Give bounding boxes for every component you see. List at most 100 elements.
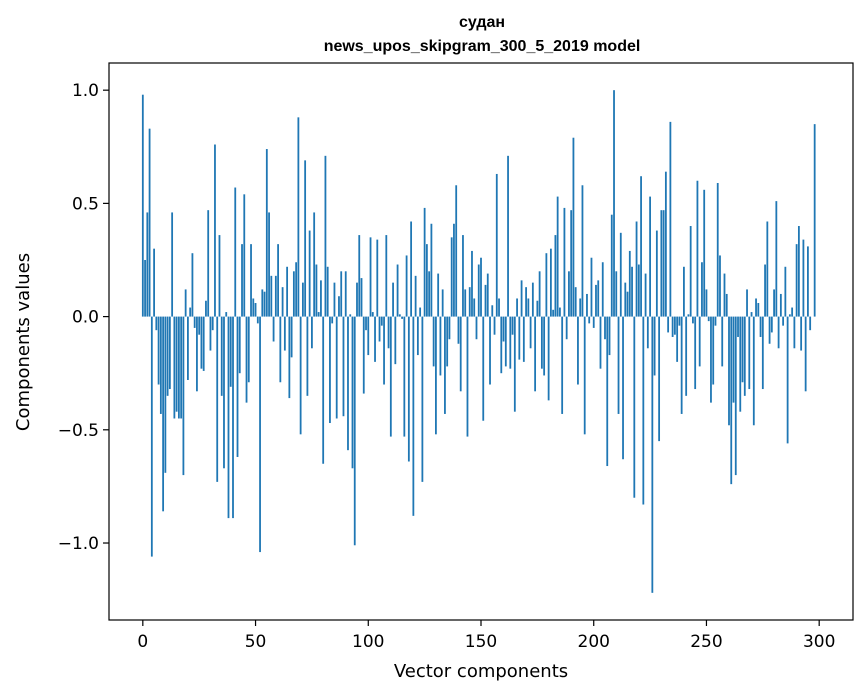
- bar-2: [146, 212, 149, 317]
- bar-170: [525, 287, 527, 317]
- bars-group: [141, 90, 816, 593]
- bar-214: [624, 282, 627, 317]
- bar-76: [313, 212, 316, 317]
- bar-71: [301, 282, 304, 317]
- bar-258: [723, 273, 726, 317]
- bar-26: [200, 316, 203, 369]
- bar-269: [748, 316, 751, 390]
- bar-292: [800, 316, 803, 351]
- bar-235: [671, 316, 674, 337]
- bar-150: [480, 257, 482, 317]
- bar-21: [189, 307, 192, 317]
- bar-271: [752, 316, 755, 426]
- bar-64: [286, 266, 289, 317]
- bar-218: [633, 316, 636, 498]
- bar-158: [498, 298, 500, 317]
- bar-275: [761, 316, 764, 390]
- bar-25: [198, 316, 201, 335]
- bar-199: [590, 257, 593, 317]
- bar-77: [315, 264, 318, 317]
- bar-198: [588, 316, 591, 324]
- bar-10: [164, 316, 167, 473]
- bar-146: [471, 250, 473, 317]
- bar-117: [405, 255, 408, 317]
- bar-28: [205, 300, 207, 317]
- plot-area-frame: [108, 62, 854, 621]
- bar-142: [462, 235, 464, 317]
- bar-298: [813, 124, 816, 317]
- bar-54: [263, 291, 266, 317]
- bar-128: [430, 223, 433, 317]
- bar-152: [484, 284, 487, 317]
- bar-287: [788, 314, 791, 317]
- bar-89: [342, 316, 345, 417]
- bar-295: [807, 246, 809, 317]
- bar-182: [552, 309, 555, 317]
- x-tick-label-200: 200: [578, 632, 610, 652]
- bar-46: [245, 316, 248, 403]
- bar-63: [283, 316, 286, 351]
- bar-239: [680, 316, 683, 414]
- chart-title-line1: судан: [459, 14, 505, 31]
- bar-144: [466, 316, 469, 437]
- x-axis-ticks: 0 50 100 150 200 250 300: [137, 620, 835, 652]
- bar-222: [642, 316, 645, 505]
- bar-60: [277, 244, 279, 317]
- bar-136: [448, 316, 451, 340]
- bar-8: [159, 316, 162, 414]
- bar-286: [786, 316, 789, 444]
- bar-265: [739, 316, 742, 412]
- bar-121: [414, 275, 417, 317]
- bar-174: [534, 316, 537, 392]
- bar-32: [214, 144, 216, 317]
- bar-100: [367, 316, 370, 356]
- bar-57: [270, 275, 273, 317]
- bar-212: [619, 232, 622, 317]
- bar-75: [311, 316, 313, 349]
- bar-154: [489, 316, 491, 385]
- bar-44: [241, 244, 243, 317]
- bar-143: [464, 289, 467, 317]
- bar-73: [306, 316, 309, 396]
- bar-201: [595, 284, 597, 317]
- bar-205: [604, 316, 606, 340]
- bar-103: [374, 316, 376, 362]
- bar-106: [380, 316, 383, 326]
- bar-70: [299, 316, 302, 435]
- bar-232: [664, 171, 667, 317]
- bar-244: [692, 316, 694, 324]
- bar-252: [710, 316, 712, 403]
- bar-224: [646, 316, 649, 349]
- bar-45: [243, 194, 246, 317]
- bar-5: [153, 248, 155, 317]
- bar-109: [387, 316, 390, 349]
- bar-131: [437, 273, 440, 317]
- bar-175: [536, 300, 539, 317]
- bar-274: [759, 316, 762, 337]
- bar-19: [184, 289, 187, 317]
- bar-56: [268, 212, 270, 317]
- bar-290: [795, 244, 798, 317]
- bar-50: [254, 303, 257, 317]
- bar-238: [678, 316, 681, 326]
- bar-130: [435, 316, 437, 435]
- bar-194: [579, 298, 582, 317]
- bar-192: [574, 287, 577, 317]
- bar-296: [809, 316, 812, 331]
- bar-166: [516, 298, 518, 317]
- bar-251: [707, 316, 710, 322]
- bar-183: [554, 235, 557, 317]
- y-tick-label-1: −0.5: [58, 421, 99, 441]
- bar-115: [401, 316, 403, 319]
- bar-155: [491, 305, 494, 317]
- bar-66: [290, 316, 293, 358]
- bar-237: [676, 316, 679, 362]
- bar-61: [279, 316, 282, 383]
- x-axis-label: Vector components: [394, 661, 568, 682]
- bar-116: [403, 316, 406, 437]
- bar-38: [227, 316, 230, 519]
- bar-276: [764, 264, 766, 317]
- bar-172: [529, 316, 532, 349]
- bar-102: [371, 312, 374, 317]
- bar-231: [662, 210, 665, 317]
